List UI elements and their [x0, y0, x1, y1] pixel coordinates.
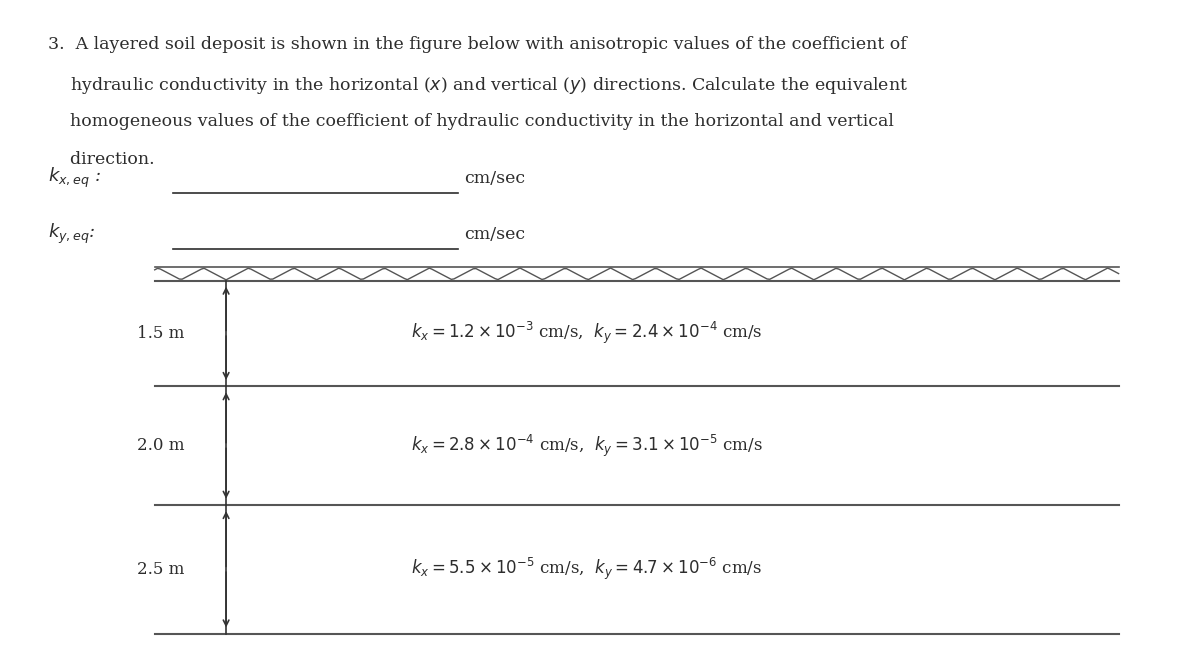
Text: cm/sec: cm/sec — [464, 170, 525, 187]
Text: $k_x = 1.2 \times 10^{-3}$ cm/s,  $k_y = 2.4 \times 10^{-4}$ cm/s: $k_x = 1.2 \times 10^{-3}$ cm/s, $k_y = … — [411, 320, 762, 346]
Text: $k_x = 2.8 \times 10^{-4}$ cm/s,  $k_y = 3.1 \times 10^{-5}$ cm/s: $k_x = 2.8 \times 10^{-4}$ cm/s, $k_y = … — [411, 432, 763, 459]
Text: $k_{x,eq}$ :: $k_{x,eq}$ : — [48, 166, 101, 190]
Text: 1.5 m: 1.5 m — [137, 325, 184, 342]
Text: direction.: direction. — [48, 151, 155, 168]
Text: $k_{y,eq}$:: $k_{y,eq}$: — [48, 222, 95, 246]
Text: 2.5 m: 2.5 m — [137, 561, 184, 578]
Text: homogeneous values of the coefficient of hydraulic conductivity in the horizonta: homogeneous values of the coefficient of… — [48, 113, 894, 130]
Text: cm/sec: cm/sec — [464, 226, 525, 243]
Text: hydraulic conductivity in the horizontal ($x$) and vertical ($y$) directions. Ca: hydraulic conductivity in the horizontal… — [48, 75, 908, 96]
Text: 3.  A layered soil deposit is shown in the figure below with anisotropic values : 3. A layered soil deposit is shown in th… — [48, 36, 907, 53]
Text: 2.0 m: 2.0 m — [137, 437, 184, 454]
Text: $k_x = 5.5 \times 10^{-5}$ cm/s,  $k_y = 4.7 \times 10^{-6}$ cm/s: $k_x = 5.5 \times 10^{-5}$ cm/s, $k_y = … — [411, 556, 762, 582]
